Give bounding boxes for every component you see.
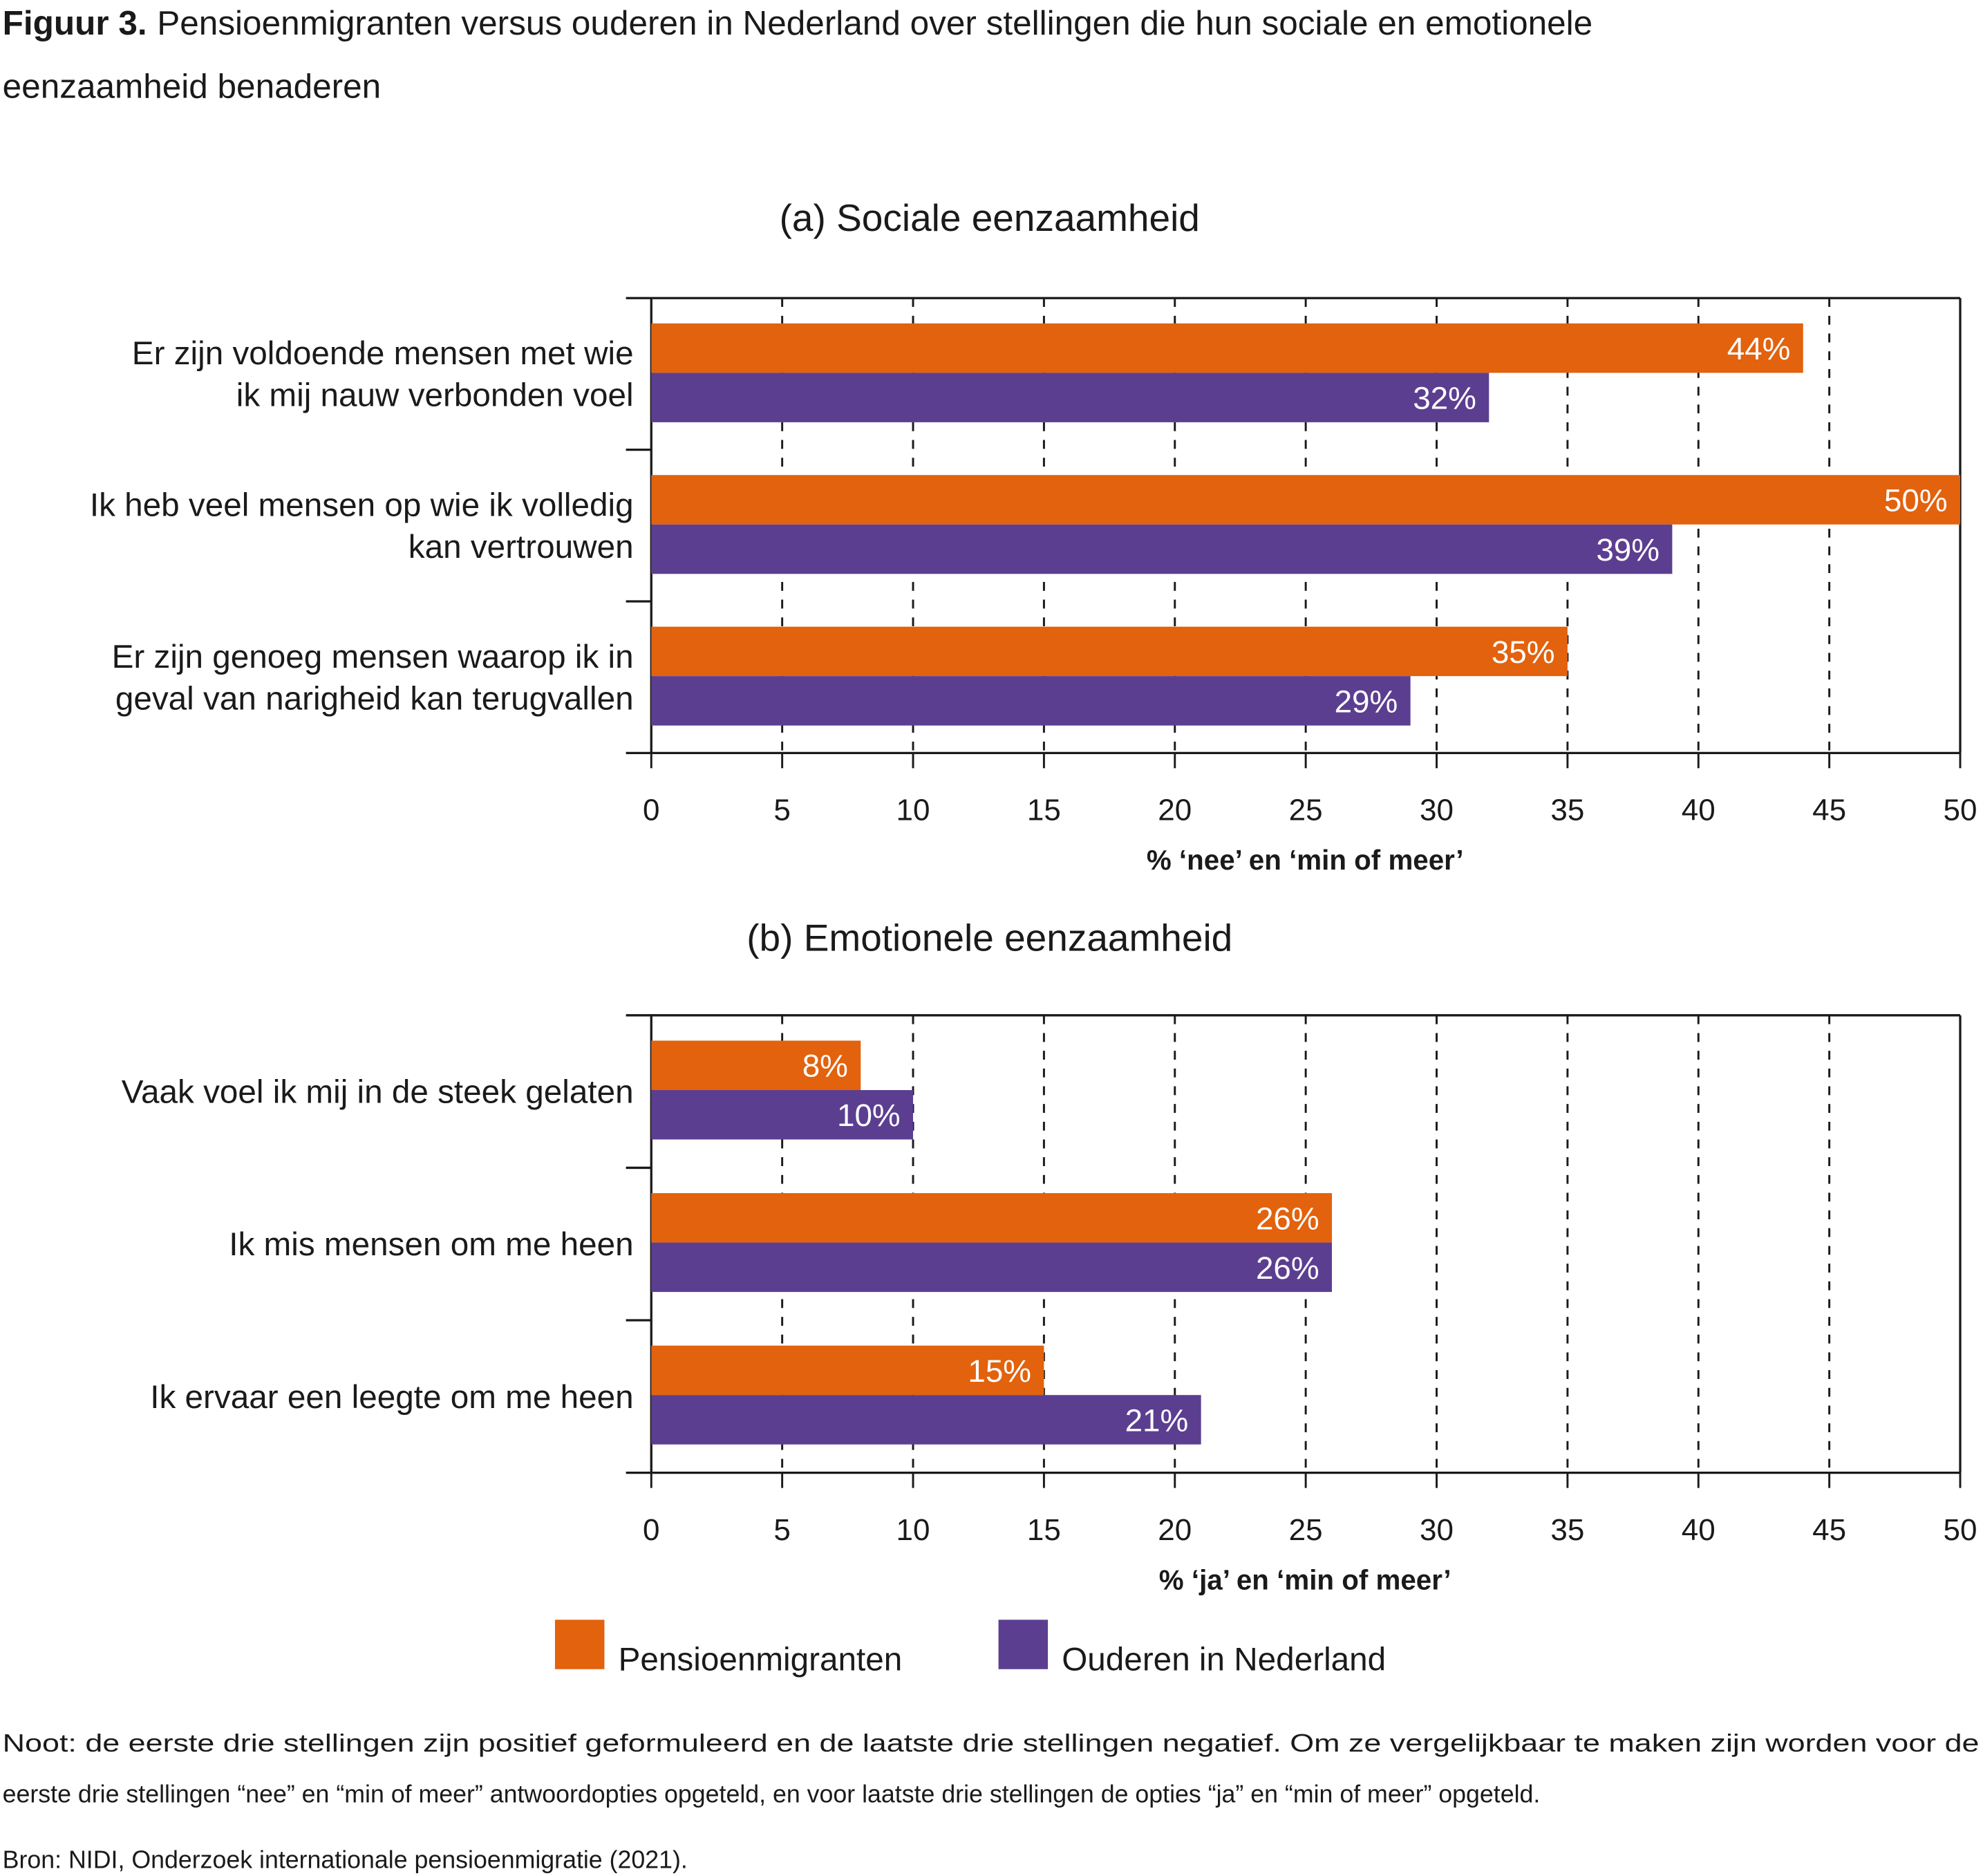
category-label: Ik mis mensen om me heen <box>229 1226 633 1263</box>
data-label: 39% <box>1596 532 1660 568</box>
x-tick-label: 45 <box>1812 794 1846 827</box>
bar-pensioenmigranten <box>651 1193 1333 1243</box>
bar-ouderen <box>651 1395 1201 1445</box>
source-note: Bron: NIDI, Onderzoek internationale pen… <box>3 1846 688 1874</box>
data-label: 15% <box>968 1353 1031 1389</box>
x-tick-label: 35 <box>1550 794 1584 827</box>
chart-title: (b) Emotionele eenzaamheid <box>746 916 1232 959</box>
bar-ouderen <box>651 1242 1333 1293</box>
x-tick-label: 35 <box>1550 1513 1584 1547</box>
data-label: 44% <box>1727 331 1791 366</box>
note-line2: eerste drie stellingen “nee” en “min of … <box>3 1780 1541 1808</box>
x-tick-label: 30 <box>1420 794 1454 827</box>
data-label: 26% <box>1256 1201 1319 1236</box>
x-tick-label: 15 <box>1027 1513 1061 1547</box>
x-tick-label: 10 <box>896 794 930 827</box>
data-label: 32% <box>1413 381 1476 416</box>
data-label: 29% <box>1335 684 1398 719</box>
data-label: 26% <box>1256 1250 1319 1286</box>
category-label: Er zijn genoeg mensen waarop ik in <box>112 639 634 675</box>
bar-pensioenmigranten <box>651 626 1568 677</box>
chart-b: (b) Emotionele eenzaamheid 0 5 10 15 20 25 30 35… <box>122 916 1977 1595</box>
bar-ouderen <box>651 373 1489 422</box>
x-tick-label: 10 <box>896 1513 930 1547</box>
bar-pensioenmigranten <box>651 475 1961 525</box>
figure-title-line1: Pensioenmigranten versus ouderen in Nede… <box>157 4 1592 42</box>
data-label: 10% <box>837 1098 901 1133</box>
x-tick-label: 25 <box>1289 794 1323 827</box>
legend-swatch-ouderen <box>998 1620 1049 1669</box>
legend-label-ouderen: Ouderen in Nederland <box>1062 1642 1386 1678</box>
x-tick-label: 0 <box>643 1513 659 1547</box>
x-tick-label: 20 <box>1158 794 1192 827</box>
x-axis-label: % ‘ja’ en ‘min of meer’ <box>1159 1564 1451 1595</box>
category-label: Ik heb veel mensen op wie ik volledig <box>90 487 634 524</box>
charts: (a) Sociale eenzaamheid 0 5 10 15 20 25 30 35 40 4… <box>90 196 1977 1595</box>
data-label: 35% <box>1492 635 1555 670</box>
x-tick-label: 40 <box>1682 1513 1716 1547</box>
bar-pensioenmigranten <box>651 1040 861 1090</box>
category-label: geval van narigheid kan terugvallen <box>115 680 634 717</box>
x-tick-label: 15 <box>1027 794 1061 827</box>
chart-a: (a) Sociale eenzaamheid 0 5 10 15 20 25 30 35 40 4… <box>90 196 1977 876</box>
note-line1: Noot: de eerste drie stellingen zijn pos… <box>3 1729 1980 1757</box>
x-tick-label: 50 <box>1944 794 1977 827</box>
legend-swatch-pensioenmigranten <box>554 1620 605 1669</box>
x-tick-label: 45 <box>1812 1513 1846 1547</box>
data-label: 21% <box>1125 1403 1189 1438</box>
x-tick-label: 30 <box>1420 1513 1454 1547</box>
data-label: 50% <box>1884 483 1948 518</box>
figure-label: Figuur 3. <box>3 4 147 42</box>
bar-ouderen <box>651 1089 914 1140</box>
x-tick-label: 25 <box>1289 1513 1323 1547</box>
x-tick-label: 20 <box>1158 1513 1192 1547</box>
category-label: Er zijn voldoende mensen met wie <box>132 335 634 372</box>
category-label: Ik ervaar een leegte om me heen <box>150 1379 633 1416</box>
bar-pensioenmigranten <box>651 1345 1044 1396</box>
bar-ouderen <box>651 524 1673 574</box>
category-label: ik mij nauw verbonden voel <box>236 377 634 414</box>
chart-title: (a) Sociale eenzaamheid <box>780 196 1200 239</box>
figure-title: Figuur 3. Pensioenmigranten versus oudere… <box>3 4 1593 42</box>
x-tick-label: 5 <box>773 1513 790 1547</box>
x-tick-label: 50 <box>1944 1513 1977 1547</box>
bar-pensioenmigranten <box>651 323 1803 373</box>
data-label: 8% <box>802 1049 848 1084</box>
category-label: Vaak voel ik mij in de steek gelaten <box>122 1074 634 1111</box>
legend: Pensioenmigranten Ouderen in Nederland <box>554 1620 1386 1678</box>
figure-title-line2: eenzaamheid benaderen <box>3 68 382 106</box>
bar-ouderen <box>651 676 1411 726</box>
x-tick-label: 0 <box>643 794 659 827</box>
x-tick-label: 40 <box>1682 794 1716 827</box>
x-axis-label: % ‘nee’ en ‘min of meer’ <box>1147 844 1464 876</box>
category-label: kan vertrouwen <box>408 529 634 565</box>
x-tick-label: 5 <box>773 794 790 827</box>
legend-label-pensioenmigranten: Pensioenmigranten <box>619 1642 903 1678</box>
